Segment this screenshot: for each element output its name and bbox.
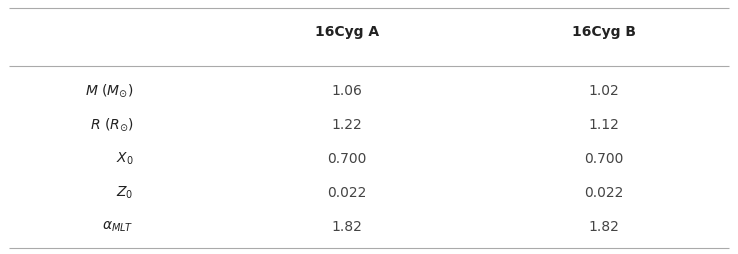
Text: 16Cyg A: 16Cyg A xyxy=(315,25,379,39)
Text: 1.82: 1.82 xyxy=(331,219,362,233)
Text: $M~(M_{\odot})$: $M~(M_{\odot})$ xyxy=(85,82,134,99)
Text: 0.700: 0.700 xyxy=(584,151,624,165)
Text: 0.022: 0.022 xyxy=(584,185,624,199)
Text: $\alpha_{MLT}$: $\alpha_{MLT}$ xyxy=(102,219,134,233)
Text: 1.22: 1.22 xyxy=(331,118,362,132)
Text: 1.02: 1.02 xyxy=(589,84,620,98)
Text: 1.12: 1.12 xyxy=(589,118,620,132)
Text: 16Cyg B: 16Cyg B xyxy=(572,25,636,39)
Text: $R~(R_{\odot})$: $R~(R_{\odot})$ xyxy=(90,116,134,133)
Text: 1.06: 1.06 xyxy=(331,84,362,98)
Text: 1.82: 1.82 xyxy=(589,219,620,233)
Text: 0.700: 0.700 xyxy=(327,151,367,165)
Text: $Z_0$: $Z_0$ xyxy=(117,184,134,200)
Text: $X_0$: $X_0$ xyxy=(116,150,134,167)
Text: 0.022: 0.022 xyxy=(327,185,367,199)
